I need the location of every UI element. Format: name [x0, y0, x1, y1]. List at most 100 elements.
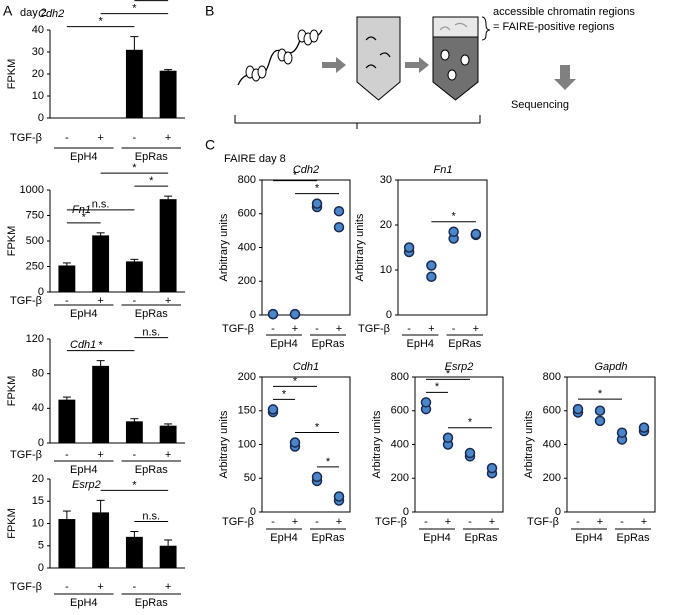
significance-label: *	[315, 183, 320, 195]
data-point	[311, 198, 323, 209]
group-label: EpRas	[311, 532, 345, 544]
y-tick-label: 0	[38, 437, 44, 449]
panel-label: A	[3, 3, 13, 19]
group-label: EpH4	[406, 338, 434, 350]
x-tick-label: +	[97, 581, 103, 593]
group-label: EpRas	[135, 151, 169, 163]
plot-frame	[566, 376, 656, 513]
y-tick-label: 50	[244, 472, 256, 484]
data-point	[426, 260, 437, 271]
data-point	[333, 222, 345, 233]
x-tick-label: -	[315, 323, 319, 335]
row-label: TGF-β	[222, 516, 254, 528]
y-tick-label: 0	[250, 506, 256, 518]
significance-label: *	[98, 340, 103, 352]
group-label: EpH4	[270, 532, 298, 544]
data-point	[442, 432, 454, 443]
significance-label: *	[468, 417, 473, 429]
bar	[159, 425, 177, 443]
y-tick-label: 0	[38, 112, 44, 124]
data-point	[311, 471, 323, 483]
bar	[92, 365, 110, 443]
plot-frame	[414, 376, 504, 513]
y-axis-label: Arbitrary units	[218, 410, 230, 478]
y-tick-label: 150	[238, 405, 256, 417]
significance-label: *	[326, 456, 331, 468]
significance-label: *	[132, 3, 137, 15]
x-tick-label: +	[445, 516, 451, 528]
plot-frame	[397, 179, 488, 316]
y-axis-label: FPKM	[6, 226, 18, 257]
panel-label: B	[205, 3, 214, 19]
plot-frame	[261, 376, 351, 513]
significance-label: *	[149, 175, 154, 187]
x-tick-label: -	[133, 581, 137, 593]
group-label: EpRas	[135, 308, 169, 320]
x-tick-label: -	[133, 132, 137, 144]
y-tick-label: 120	[26, 333, 44, 345]
y-tick-label: 5	[38, 540, 44, 552]
x-tick-label: -	[65, 449, 69, 461]
row-label: TGF-β	[10, 449, 42, 461]
y-tick-label: 200	[543, 472, 561, 484]
row-label: TGF-β	[10, 295, 42, 307]
y-tick-label: 400	[238, 241, 256, 253]
chart-title: Cdh2	[38, 8, 64, 20]
significance-label: n.s.	[92, 199, 110, 211]
significance-label: *	[82, 212, 87, 224]
data-point	[594, 415, 606, 427]
group-label: EpRas	[135, 597, 169, 609]
data-point	[464, 447, 476, 459]
data-point	[267, 308, 279, 320]
x-tick-label: -	[65, 295, 69, 307]
chart-title: Cdh1	[293, 361, 319, 373]
bar	[125, 49, 143, 118]
y-tick-label: 10	[380, 264, 392, 276]
significance-label: *	[132, 479, 137, 491]
data-point	[638, 422, 650, 433]
row-label: TGF-β	[375, 516, 407, 528]
bar	[58, 265, 76, 292]
group-label: EpH4	[575, 532, 603, 544]
row-label: TGF-β	[358, 323, 390, 335]
x-tick-label: -	[407, 323, 411, 335]
y-tick-label: 30	[380, 174, 392, 186]
row-label: TGF-β	[10, 581, 42, 593]
x-tick-label: -	[452, 323, 456, 335]
x-tick-label: -	[468, 516, 472, 528]
data-point	[486, 462, 498, 474]
group-label: EpRas	[135, 464, 169, 476]
data-point	[403, 242, 415, 253]
y-tick-label: 600	[391, 405, 409, 417]
data-point	[448, 226, 459, 237]
y-tick-label: 10	[32, 517, 44, 529]
x-tick-label: +	[97, 295, 103, 307]
data-point	[594, 405, 606, 416]
significance-label: *	[282, 388, 287, 400]
x-tick-label: +	[336, 323, 342, 335]
chart-title: Esrp2	[445, 361, 474, 373]
y-tick-label: 20	[32, 473, 44, 485]
x-tick-label: -	[271, 323, 275, 335]
x-tick-label: +	[597, 516, 603, 528]
x-tick-label: +	[292, 516, 298, 528]
y-tick-label: 40	[32, 402, 44, 414]
y-tick-label: 0	[555, 506, 561, 518]
group-label: EpH4	[70, 151, 98, 163]
x-tick-label: +	[641, 516, 647, 528]
y-tick-label: 750	[26, 209, 44, 221]
y-axis-label: FPKM	[6, 59, 18, 90]
y-tick-label: 600	[238, 208, 256, 220]
y-axis-label: Arbitrary units	[523, 410, 535, 478]
group-label: EpH4	[70, 464, 98, 476]
bar	[92, 512, 110, 568]
x-tick-label: +	[428, 323, 434, 335]
x-tick-label: +	[336, 516, 342, 528]
y-tick-label: 0	[38, 562, 44, 574]
y-axis-label: Arbitrary units	[371, 410, 383, 478]
significance-label: *	[451, 211, 456, 223]
data-point	[470, 228, 482, 240]
significance-label: *	[315, 421, 320, 433]
significance-label: *	[293, 375, 298, 387]
